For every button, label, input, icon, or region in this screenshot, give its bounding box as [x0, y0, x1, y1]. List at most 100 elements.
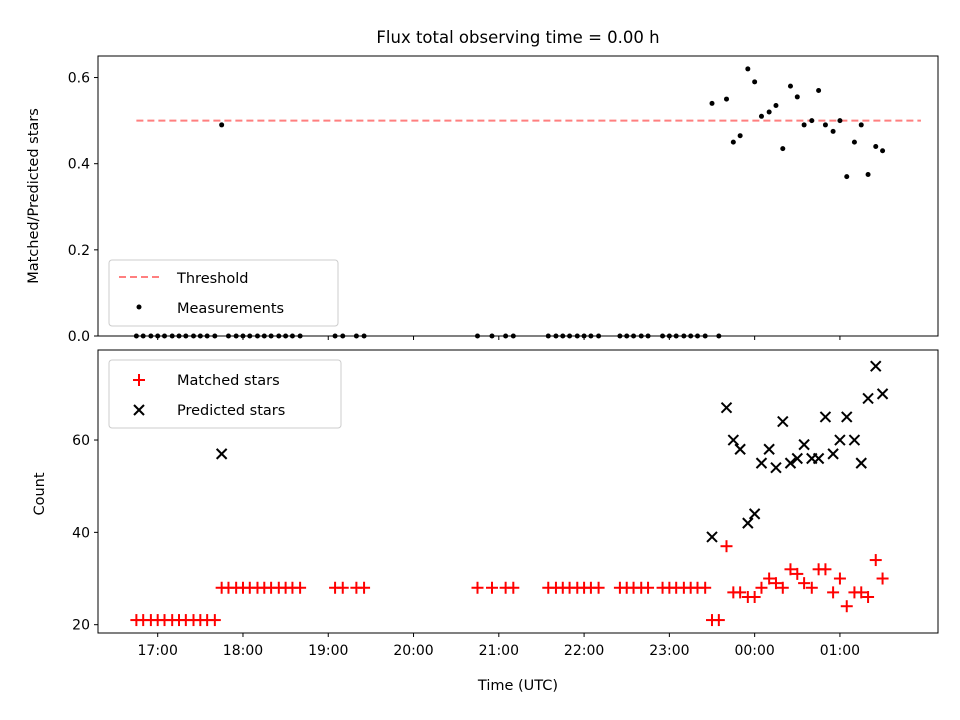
ratio-y-axis-label: Matched/Predicted stars	[26, 108, 42, 284]
count-marks	[130, 360, 889, 627]
predicted-star-point	[215, 448, 228, 460]
matched-star-point	[855, 586, 868, 599]
measurement-point	[773, 103, 779, 109]
predicted-star-point	[763, 443, 775, 455]
measurement-point	[752, 79, 758, 85]
predicted-x-b	[862, 392, 874, 405]
count-x-axis-label: Time (UTC)	[477, 678, 558, 694]
ratio-y-tick-label: 0.0	[68, 329, 90, 345]
predicted-x-b	[819, 411, 832, 423]
measurement-point	[745, 66, 751, 72]
matched-star-point	[827, 586, 840, 599]
predicted-x-b	[876, 388, 889, 400]
measurement-point	[858, 122, 864, 128]
count-x-tick-label: 00:00	[734, 643, 774, 659]
measurement-point	[758, 113, 764, 119]
measurement-point	[780, 146, 786, 152]
matched-star-point	[833, 572, 846, 585]
matched-star-point	[862, 590, 875, 603]
count-y-tick-label: 60	[72, 433, 90, 449]
matched-star-point	[485, 581, 498, 594]
count-panel: 20 40 60 17:00 18:00 19:00 20:00 21:00 22:00 23:…	[32, 349, 939, 694]
ratio-x-ticks	[157, 336, 841, 340]
count-x-tick-label: 21:00	[479, 643, 519, 659]
measurements-legend-label: Measurements	[177, 301, 284, 317]
predicted-x-b	[870, 360, 882, 372]
ratio-y-tick-label: 0.2	[68, 243, 90, 259]
matched-star-point	[763, 572, 776, 585]
predicted-star-point	[720, 402, 733, 414]
matched-star-point	[791, 567, 804, 580]
ratio-legend: Threshold Measurements	[108, 259, 339, 327]
predicted-star-point	[841, 411, 853, 423]
predicted-x-b	[855, 457, 867, 469]
predicted-legend-marker	[133, 404, 145, 416]
predicted-star-point	[862, 392, 874, 405]
predicted-x-b	[748, 508, 761, 520]
matched-star-point	[592, 581, 605, 594]
predicted-x-b	[755, 457, 768, 469]
matched-star-point	[471, 581, 484, 594]
predicted-x-b	[848, 434, 861, 446]
matched-star-point	[840, 600, 853, 613]
predicted-star-point	[827, 448, 839, 460]
count-x-ticks: 17:00 18:00 19:00 20:00 21:00 22:00 23:00 00:00…	[138, 633, 860, 659]
matched-star-point	[769, 577, 782, 590]
matched-star-point	[507, 581, 520, 594]
matched-star-point	[208, 614, 221, 627]
matched-star-point	[358, 581, 371, 594]
threshold-legend-label: Threshold	[176, 271, 248, 287]
predicted-star-point	[812, 452, 825, 465]
measurement-point	[801, 122, 807, 128]
matched-star-point	[776, 581, 789, 594]
predicted-x-b	[827, 448, 839, 460]
predicted-x-b	[834, 434, 846, 446]
predicted-star-point	[755, 457, 768, 469]
predicted-x-b	[798, 438, 810, 451]
predicted-star-point	[791, 452, 803, 465]
count-plot-frame	[97, 349, 939, 634]
measurements-legend-marker	[136, 304, 142, 310]
measurement-point	[730, 139, 736, 145]
measurement-point	[880, 148, 886, 154]
count-y-tick-label: 40	[72, 525, 90, 541]
matched-star-point	[784, 563, 797, 576]
measurement-point	[809, 118, 815, 124]
predicted-x-b	[720, 402, 733, 414]
predicted-star-point	[706, 531, 718, 543]
predicted-x-b	[763, 443, 775, 455]
predicted-star-point	[742, 517, 754, 529]
matched-star-point	[699, 581, 712, 594]
count-x-tick-label: 22:00	[564, 643, 604, 659]
count-legend: Matched stars Predicted stars	[108, 359, 342, 429]
matched-star-point	[869, 554, 882, 567]
matched-star-point	[720, 540, 733, 553]
matched-star-point	[798, 577, 811, 590]
predicted-x-b	[727, 434, 740, 446]
ratio-y-ticks: 0.0 0.2 0.4 0.6	[68, 71, 98, 345]
measurement-point	[794, 94, 800, 100]
measurement-point	[737, 133, 743, 139]
ratio-legend-box	[108, 259, 339, 327]
matched-star-point	[294, 581, 307, 594]
matched-star-point	[876, 572, 889, 585]
ratio-y-tick-label: 0.6	[68, 71, 90, 87]
measurement-point	[709, 100, 715, 106]
predicted-star-point	[855, 457, 867, 469]
count-x-tick-label: 20:00	[393, 643, 433, 659]
count-x-tick-label: 19:00	[308, 643, 348, 659]
ratio-panel: 0.0 0.2 0.4 0.6 Matched/Predicted stars Thr…	[26, 55, 939, 345]
matched-star-point	[748, 590, 761, 603]
count-y-axis-label: Count	[32, 472, 48, 515]
matched-star-point	[712, 614, 725, 627]
measurement-point	[822, 122, 828, 128]
predicted-x-b	[215, 448, 228, 460]
measurement-point	[724, 96, 730, 102]
count-x-tick-label: 01:00	[820, 643, 860, 659]
ratio-plot-frame	[97, 55, 939, 337]
predicted-x-b	[777, 415, 789, 428]
measurement-point	[766, 109, 772, 115]
measurement-point	[787, 83, 793, 89]
count-x-tick-label: 17:00	[138, 643, 178, 659]
